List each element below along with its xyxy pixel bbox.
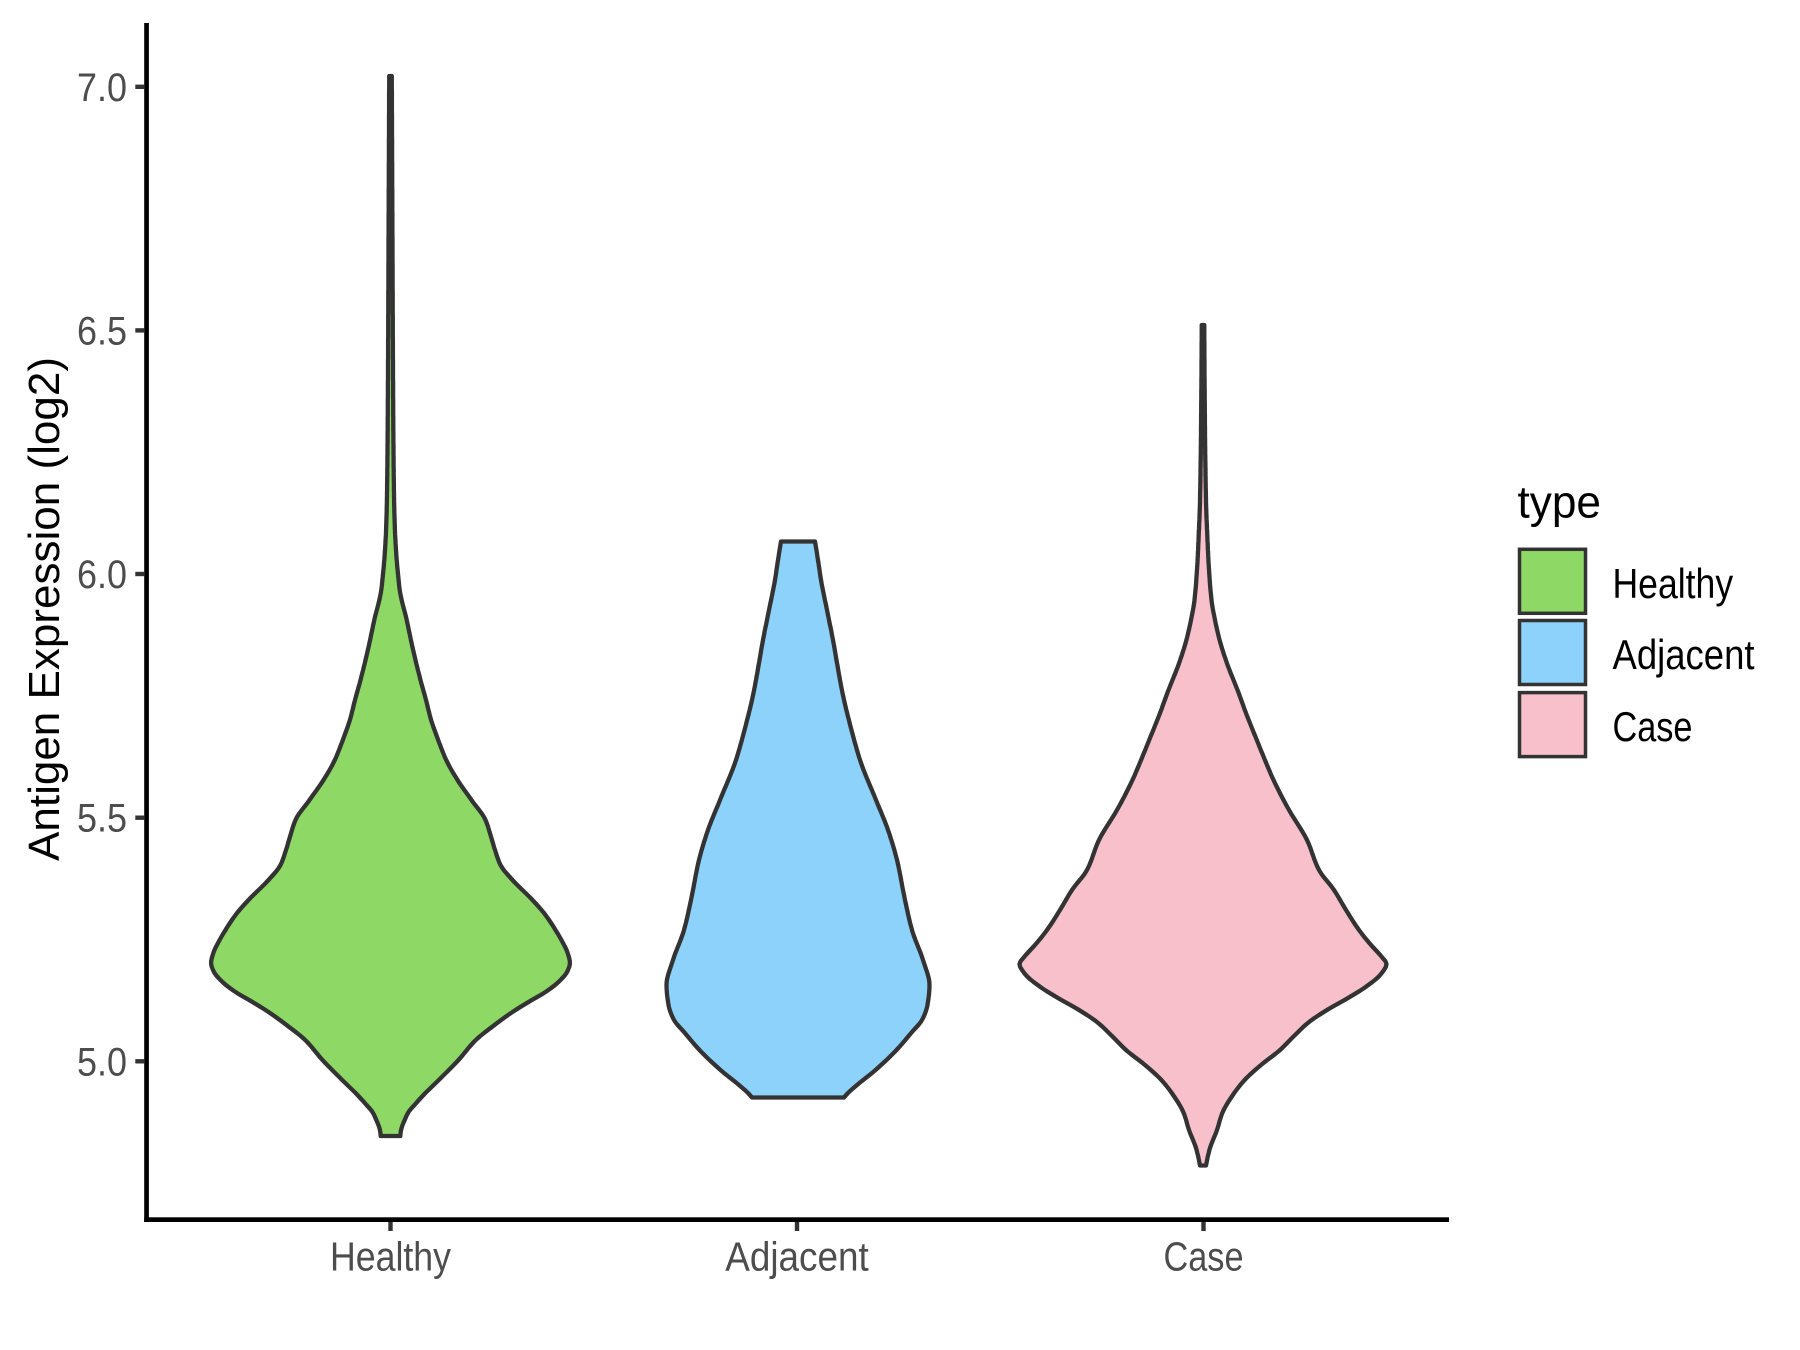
- svg-text:type: type: [1518, 477, 1602, 528]
- svg-text:Adjacent: Adjacent: [1613, 631, 1755, 678]
- svg-text:Antigen Expression (log2): Antigen Expression (log2): [20, 357, 69, 861]
- svg-text:Healthy: Healthy: [330, 1234, 451, 1280]
- svg-text:Adjacent: Adjacent: [725, 1234, 869, 1280]
- svg-text:Healthy: Healthy: [1613, 560, 1734, 607]
- svg-text:Case: Case: [1613, 703, 1693, 750]
- svg-text:6.5: 6.5: [77, 309, 127, 353]
- svg-text:5.5: 5.5: [77, 797, 127, 841]
- svg-text:5.0: 5.0: [77, 1040, 127, 1084]
- svg-text:7.0: 7.0: [77, 66, 127, 110]
- svg-text:Case: Case: [1164, 1234, 1244, 1280]
- svg-text:6.0: 6.0: [77, 553, 127, 597]
